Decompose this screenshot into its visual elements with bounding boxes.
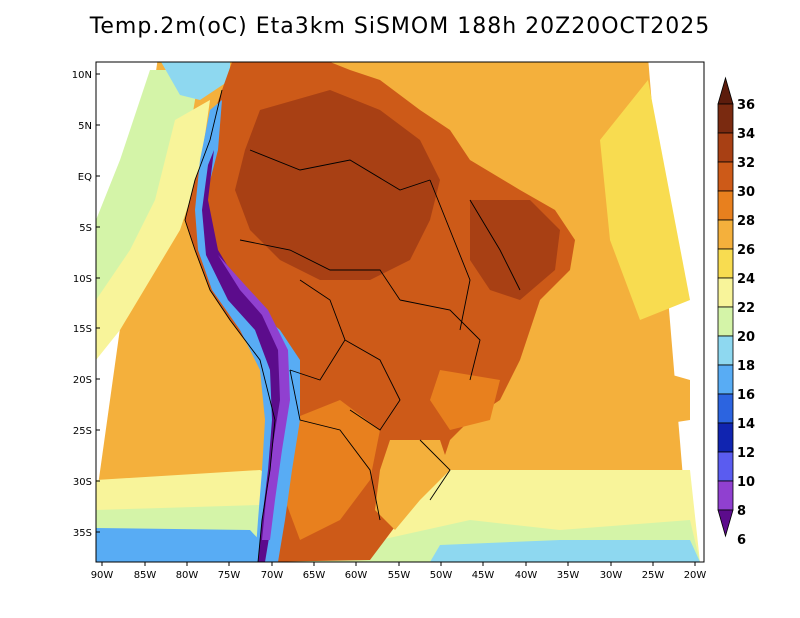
colorbar-swatch — [717, 306, 734, 337]
lat-labels: 10N 5N EQ 5S 10S 15S 20S 25S 30S 35S — [72, 70, 92, 539]
lon-label: 50W — [430, 570, 453, 581]
plot-frame — [95, 61, 705, 563]
colorbar-label: 12 — [737, 446, 755, 461]
lon-label: 25W — [642, 570, 665, 581]
caribbean-blue — [161, 62, 230, 100]
colorbar-swatch — [717, 364, 734, 395]
andes-cold-accent — [218, 255, 290, 540]
colorbar-swatch — [717, 219, 734, 250]
coastline-pacific — [184, 89, 276, 562]
lon-label: 55W — [388, 570, 411, 581]
colorbar-label: 22 — [737, 301, 755, 316]
lon-label: 70W — [261, 570, 284, 581]
colorbar-swatch — [717, 190, 734, 221]
lat-label: 30S — [73, 477, 92, 488]
lon-label: 85W — [134, 570, 157, 581]
country-border-argentina — [289, 369, 381, 521]
colorbar-label: 28 — [737, 214, 755, 229]
lon-label: 80W — [176, 570, 199, 581]
andes-cold — [202, 150, 285, 562]
colorbar-label: 18 — [737, 359, 755, 374]
country-border-north — [249, 149, 431, 191]
colorbar-swatch — [717, 451, 734, 482]
lon-label: 90W — [91, 570, 114, 581]
colorbar-swatch — [717, 248, 734, 279]
lon-label: 30W — [600, 570, 623, 581]
lat-label: 35S — [73, 528, 92, 539]
lon-label: 20W — [684, 570, 707, 581]
colorbar-label: 10 — [737, 475, 755, 490]
lon-label: 60W — [345, 570, 368, 581]
lon-axis — [101, 562, 696, 566]
map-title: Temp.2m(oC) Eta3km SiSMOM 188h 20Z20OCT2… — [89, 14, 711, 39]
lat-label: 20S — [73, 375, 92, 386]
colorbar-label: 32 — [737, 156, 755, 171]
colorbar-label: 16 — [737, 388, 755, 403]
atlantic-mid-patch — [600, 80, 690, 320]
colorbar-label: 6 — [737, 533, 746, 548]
colorbar-label: 24 — [737, 272, 755, 287]
colorbar-swatch — [717, 161, 734, 192]
country-border-brazil-west — [239, 239, 401, 301]
patagonia-mild — [285, 400, 380, 540]
lat-label: 25S — [73, 426, 92, 437]
state-border-3 — [399, 299, 481, 381]
colorbar-swatch — [717, 480, 734, 511]
colorbar-label: 20 — [737, 330, 755, 345]
lon-labels: 90W 85W 80W 75W 70W 65W 60W 55W 50W 45W … — [91, 570, 707, 581]
south-blue-band — [96, 528, 280, 562]
colorbar: 36 34 32 30 28 26 24 22 20 18 16 14 12 10 8 6 — [717, 76, 755, 548]
pacific-yellow-band — [96, 100, 210, 360]
south-blue-band-east — [430, 540, 700, 562]
lat-label: EQ — [78, 172, 92, 183]
amazon-hot — [235, 90, 440, 280]
lat-label: 10S — [73, 274, 92, 285]
lat-label: 10N — [72, 70, 92, 81]
colorbar-label: 34 — [737, 127, 755, 142]
colorbar-swatch — [717, 335, 734, 366]
colorbar-label: 30 — [737, 185, 755, 200]
lon-label: 35W — [557, 570, 580, 581]
southeast-mild — [430, 370, 500, 430]
lon-label: 45W — [472, 570, 495, 581]
colorbar-swatch — [717, 103, 734, 134]
lon-label: 75W — [218, 570, 241, 581]
south-brazil-mild — [375, 440, 450, 530]
lat-axis — [96, 73, 100, 533]
colorbar-top-arrow — [717, 76, 734, 105]
state-border-1 — [429, 179, 471, 331]
lat-label: 5S — [79, 223, 92, 234]
colorbar-swatch — [717, 132, 734, 163]
colorbar-swatch — [717, 393, 734, 424]
colorbar-label: 8 — [737, 504, 746, 519]
lon-label: 65W — [303, 570, 326, 581]
atlantic-warm-patch — [500, 360, 690, 440]
colorbar-label: 36 — [737, 98, 755, 113]
colorbar-label: 14 — [737, 417, 755, 432]
country-border-paraguay — [344, 339, 401, 431]
northeast-hot — [470, 200, 560, 300]
colorbar-swatch — [717, 277, 734, 308]
colorbar-swatch — [717, 422, 734, 453]
state-border-4 — [419, 439, 451, 501]
state-border-2 — [469, 199, 521, 291]
colorbar-label: 26 — [737, 243, 755, 258]
lat-label: 5N — [78, 121, 92, 132]
lat-label: 15S — [73, 324, 92, 335]
lon-label: 40W — [515, 570, 538, 581]
colorbar-bottom-arrow — [717, 509, 734, 538]
field-layer — [96, 62, 700, 562]
border-lines — [184, 89, 521, 562]
